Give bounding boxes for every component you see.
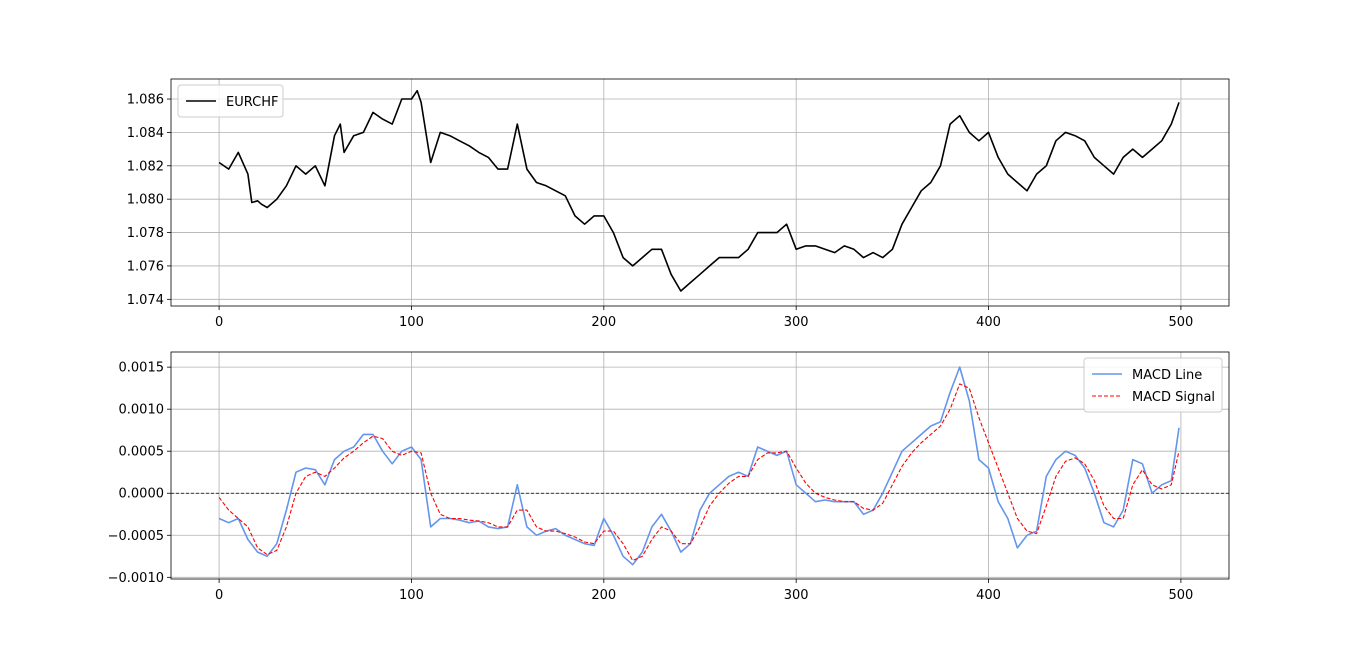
x-tick-label: 0 xyxy=(215,315,223,330)
x-tick-label: 300 xyxy=(784,315,809,330)
axes-frame xyxy=(170,351,1230,580)
x-tick-label: 500 xyxy=(1168,315,1193,330)
x-tick-label: 500 xyxy=(1168,588,1193,603)
x-tick-label: 400 xyxy=(976,588,1001,603)
series-line-macd-signal xyxy=(218,383,1180,562)
x-tick-label: 400 xyxy=(976,315,1001,330)
y-tick-label: 1.076 xyxy=(127,259,164,274)
y-tick-label: −0.0010 xyxy=(108,571,164,586)
y-tick-label: 0.0010 xyxy=(119,403,165,418)
axes-frame xyxy=(170,78,1230,307)
legend-label: MACD Signal xyxy=(1132,390,1215,405)
y-tick-label: 1.078 xyxy=(127,226,164,241)
y-tick-label: 1.086 xyxy=(127,93,164,108)
legend-label: MACD Line xyxy=(1132,368,1202,383)
y-tick-label: 1.082 xyxy=(127,159,164,174)
legend-box xyxy=(1083,357,1223,413)
y-tick-label: 0.0015 xyxy=(119,361,165,376)
series-line-eurchf xyxy=(218,89,1180,292)
y-tick-label: 0.0000 xyxy=(119,487,165,502)
x-tick-label: 0 xyxy=(215,588,223,603)
x-tick-label: 300 xyxy=(784,588,809,603)
y-tick-label: −0.0005 xyxy=(108,529,164,544)
legend: MACD Line MACD Signal xyxy=(1083,357,1223,413)
y-tick-label: 0.0005 xyxy=(119,445,165,460)
y-tick-label: 1.074 xyxy=(127,293,164,308)
series-line-macd-line xyxy=(218,366,1180,566)
macd-panel: 0 100 200 300 400 500 −0.0010 −0.0005 0.0000 0.00… xyxy=(108,351,1230,603)
legend: EURCHF xyxy=(177,84,284,118)
y-tick-label: 1.084 xyxy=(127,126,164,141)
legend-label: EURCHF xyxy=(226,95,278,110)
x-tick-label: 200 xyxy=(591,315,616,330)
y-tick-label: 1.080 xyxy=(127,193,164,208)
x-tick-label: 200 xyxy=(591,588,616,603)
x-tick-label: 100 xyxy=(399,588,424,603)
price-panel: 0 100 200 300 400 500 1.074 1.076 1.078 1.080 1.08… xyxy=(127,78,1230,330)
legend-box xyxy=(177,84,284,118)
x-tick-label: 100 xyxy=(399,315,424,330)
